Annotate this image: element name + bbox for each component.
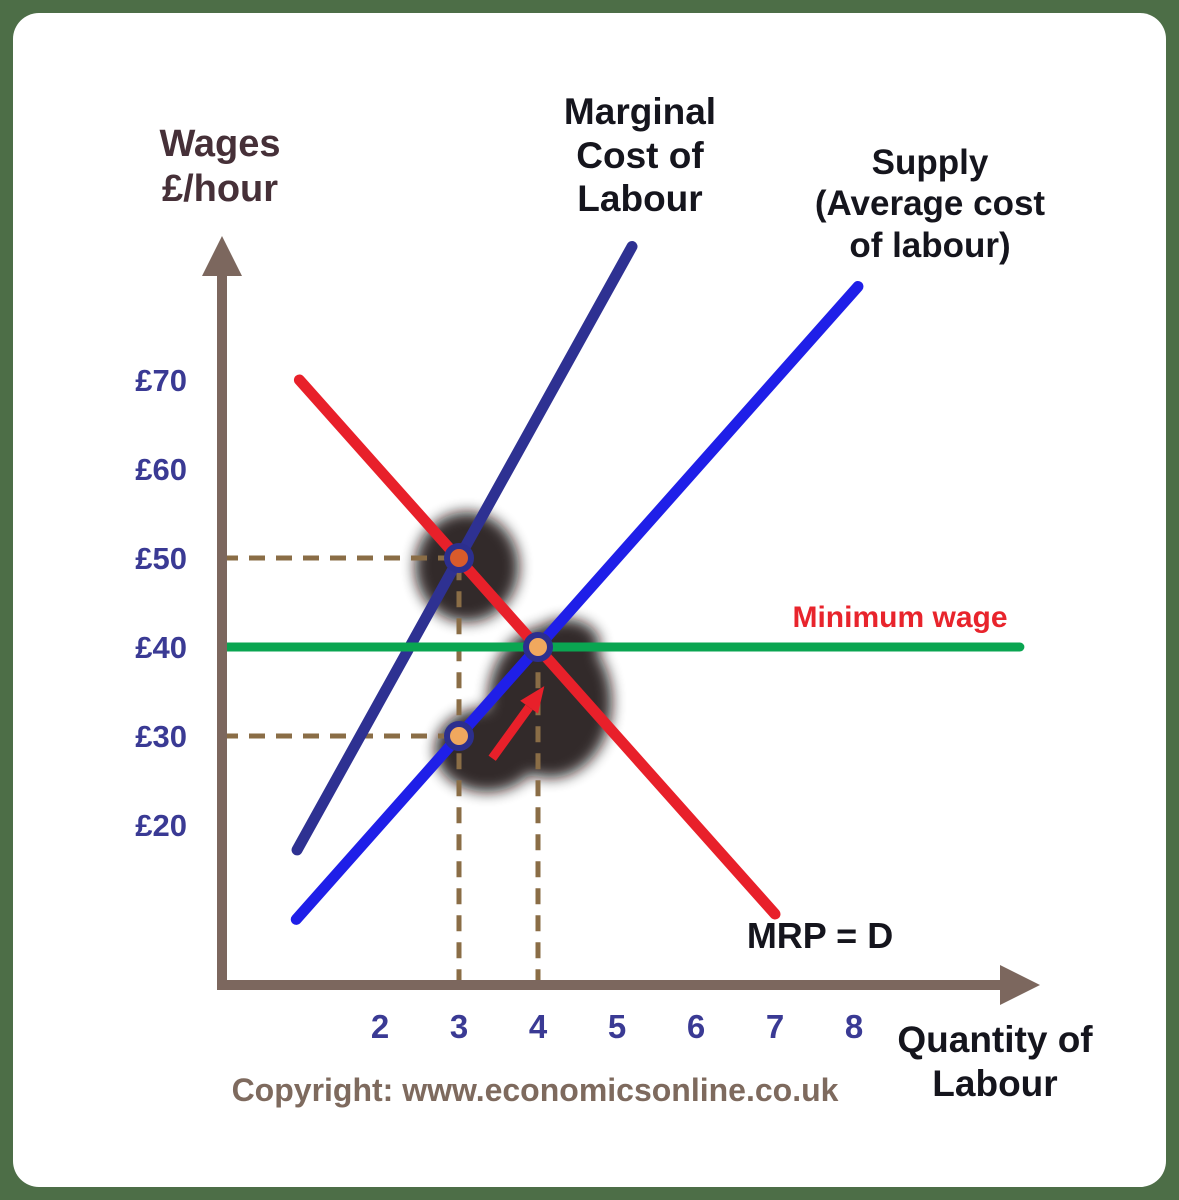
x-axis-title: Quantity of Labour: [897, 1019, 1093, 1104]
equilibrium-point-0: [444, 543, 474, 573]
red-arrow-shaft: [488, 704, 533, 761]
equilibrium-points: [444, 543, 553, 751]
axes: [202, 236, 1040, 1005]
x-tick-label: 5: [608, 1008, 626, 1045]
red-arrowhead-icon: [520, 686, 545, 714]
series-line-1: [290, 281, 864, 925]
mcl-curve-label: Marginal Cost of Labour: [563, 91, 717, 220]
x-tick-label: 6: [687, 1008, 705, 1045]
y-axis-arrowhead-icon: [202, 236, 242, 276]
equilibrium-point-2: [444, 721, 474, 751]
x-tick-label: 3: [450, 1008, 468, 1045]
x-axis-arrowhead-icon: [1000, 965, 1040, 1005]
y-tick-label: £30: [135, 719, 187, 754]
x-tick-label: 4: [529, 1008, 548, 1045]
chart-canvas-background: [13, 13, 1166, 1187]
mrp-curve-label: MRP = D: [746, 915, 894, 956]
y-tick-label: £50: [135, 541, 187, 576]
axis-tick-labels: £70 £60 £50 £40 £30 £20 2 3 4 5 6 7 8: [135, 363, 863, 1045]
y-tick-label: £60: [135, 452, 187, 487]
y-tick-label: £40: [135, 630, 187, 665]
x-tick-label: 8: [845, 1008, 863, 1045]
y-tick-label: £70: [135, 363, 187, 398]
supply-curve-label: Supply (Average cost of labour): [814, 143, 1046, 265]
annotation-arrow: [488, 686, 545, 761]
minimum-wage-label: Minimum wage: [792, 601, 1008, 634]
x-tick-label: 7: [766, 1008, 784, 1045]
x-tick-label: 2: [371, 1008, 389, 1045]
y-tick-label: £20: [135, 808, 187, 843]
y-axis-title: Wages £/hour: [159, 123, 281, 210]
curve-lines: [217, 241, 1025, 925]
equilibrium-point-1: [523, 632, 553, 662]
copyright-text: Copyright: www.economicsonline.co.uk: [231, 1072, 839, 1108]
